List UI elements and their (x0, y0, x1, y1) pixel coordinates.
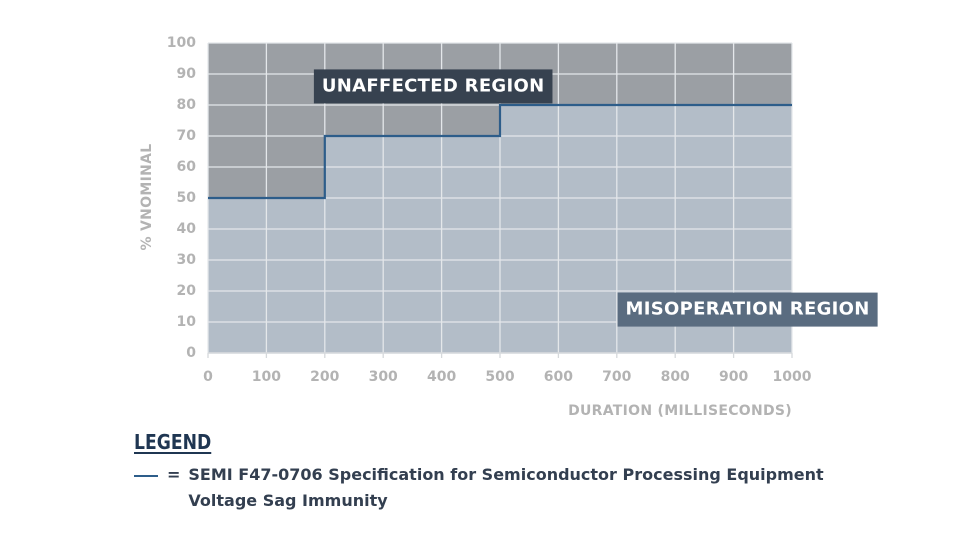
x-tick-label: 300 (369, 369, 398, 385)
x-tick-label: 500 (485, 369, 514, 385)
x-tick-label: 800 (661, 369, 690, 385)
y-tick-label: 40 (177, 221, 197, 237)
legend-entry-label: SEMI F47-0706 Specification for Semicond… (188, 465, 824, 510)
x-tick-label: 900 (719, 369, 748, 385)
misoperation-region-label: MISOPERATION REGION (617, 292, 878, 327)
y-tick-label: 90 (177, 66, 197, 82)
legend-title: LEGEND (134, 430, 212, 454)
x-tick-label: 400 (427, 369, 456, 385)
legend-equals: = (167, 465, 181, 484)
region-label-text: UNAFFECTED REGION (322, 75, 545, 96)
y-tick-label: 10 (177, 314, 197, 330)
x-axis-title: DURATION (MILLISECONDS) (568, 403, 792, 419)
y-tick-label: 70 (177, 128, 197, 144)
y-tick-label: 20 (177, 283, 197, 299)
region-label-text: MISOPERATION REGION (626, 299, 870, 320)
y-tick-label: 100 (167, 35, 196, 51)
region-label-background (617, 292, 878, 327)
y-tick-label: 80 (177, 97, 197, 113)
y-tick-label: 30 (177, 252, 197, 268)
y-axis-title: % VNOMINAL (139, 144, 155, 251)
x-tick-label: 200 (310, 369, 339, 385)
region-label-background (313, 69, 553, 104)
x-tick-label: 100 (252, 369, 281, 385)
y-tick-label: 50 (177, 190, 197, 206)
semi-f47-line (208, 103, 792, 200)
y-tick-label: 0 (186, 345, 196, 361)
x-tick-label: 700 (602, 369, 631, 385)
x-tick-label: 600 (544, 369, 573, 385)
x-tick-label: 1000 (773, 369, 812, 385)
x-tick-label: 0 (203, 369, 213, 385)
unaffected-region-label: UNAFFECTED REGION (313, 69, 553, 104)
legend-entry: = SEMI F47-0706 Specification for Semico… (134, 462, 854, 514)
y-tick-label: 60 (177, 159, 197, 175)
legend-line-swatch (134, 475, 158, 477)
